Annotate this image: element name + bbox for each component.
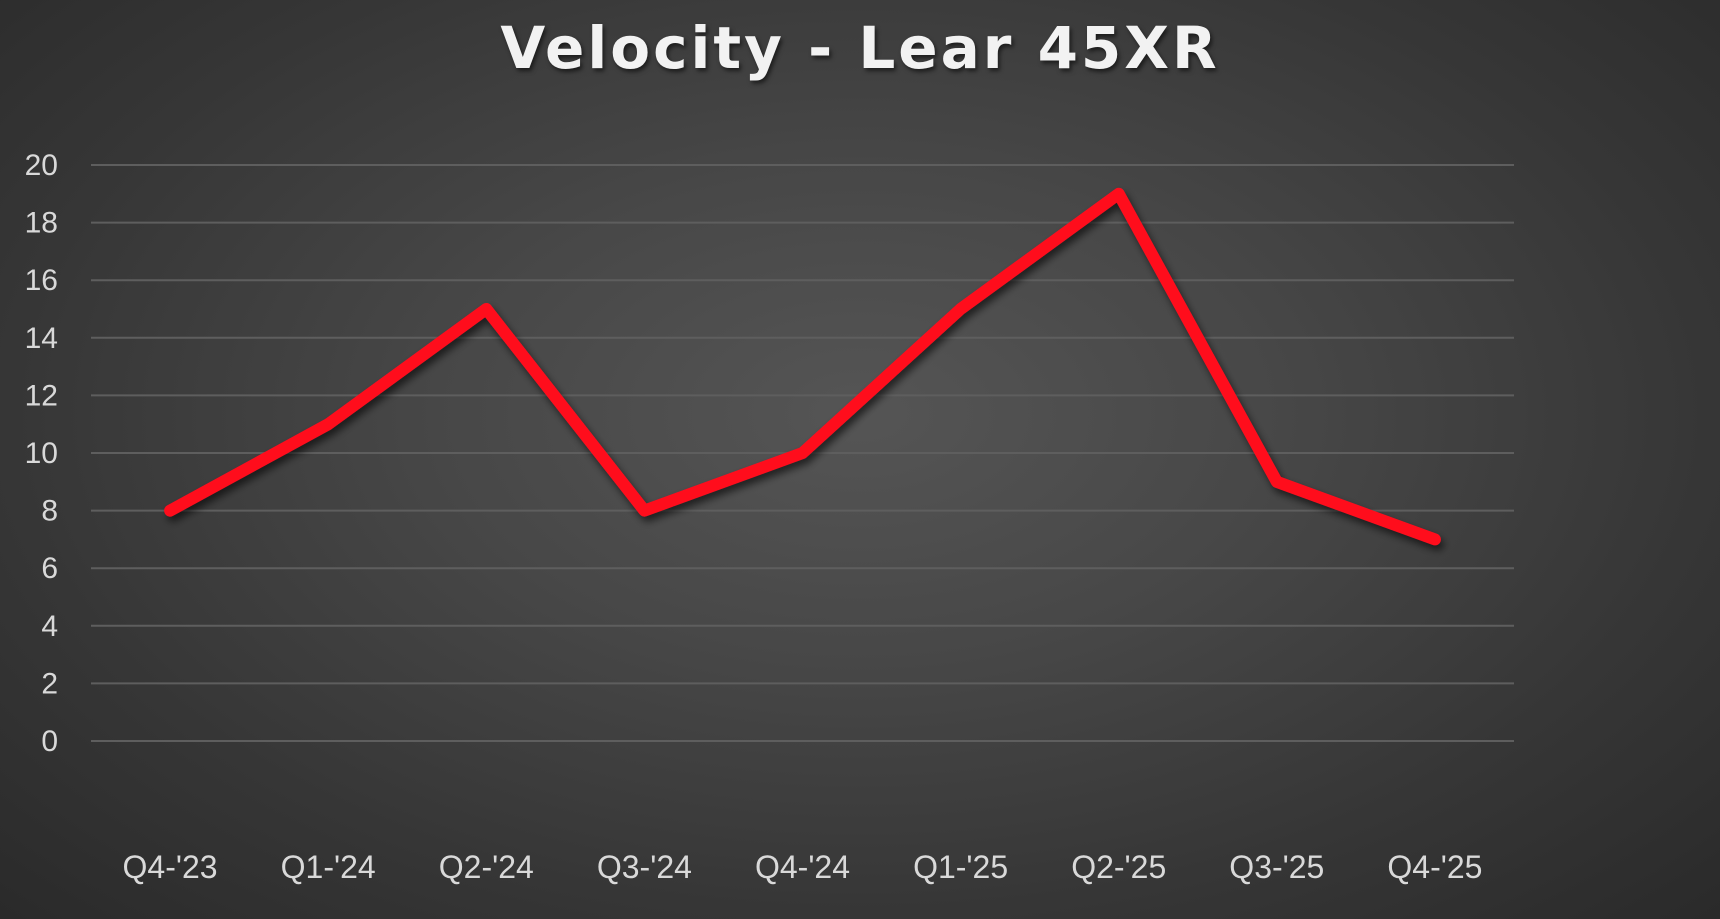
y-tick-label: 20: [25, 149, 58, 182]
chart-title: Velocity - Lear 45XR: [500, 14, 1220, 82]
x-tick-label: Q2-'25: [1071, 849, 1166, 885]
velocity-series-line: [164, 187, 1441, 546]
y-tick-label: 0: [41, 725, 58, 758]
y-tick-label: 8: [41, 495, 58, 528]
x-tick-label: Q3-'24: [597, 849, 692, 885]
y-tick-label: 12: [25, 379, 58, 412]
x-tick-label: Q1-'24: [281, 849, 376, 885]
y-tick-label: 18: [25, 207, 58, 240]
gridlines: [91, 164, 1514, 742]
x-axis-ticks: Q4-'23 Q1-'24 Q2-'24 Q3-'24 Q4-'24 Q1-'25 Q2-'…: [123, 849, 1483, 885]
y-tick-label: 16: [25, 264, 58, 297]
x-tick-label: Q3-'25: [1229, 849, 1324, 885]
x-tick-label: Q4-'24: [755, 849, 850, 885]
x-tick-label: Q2-'24: [439, 849, 534, 885]
x-tick-label: Q4-'23: [123, 849, 218, 885]
y-tick-label: 4: [41, 610, 58, 643]
x-tick-label: Q1-'25: [913, 849, 1008, 885]
y-tick-label: 10: [25, 437, 58, 470]
y-tick-label: 2: [41, 667, 58, 700]
y-tick-label: 6: [41, 552, 58, 585]
y-tick-label: 14: [25, 322, 58, 355]
y-axis-ticks: 0 2 4 6 8 10 12 14 16 18 20: [25, 149, 58, 758]
x-tick-label: Q4-'25: [1387, 849, 1482, 885]
